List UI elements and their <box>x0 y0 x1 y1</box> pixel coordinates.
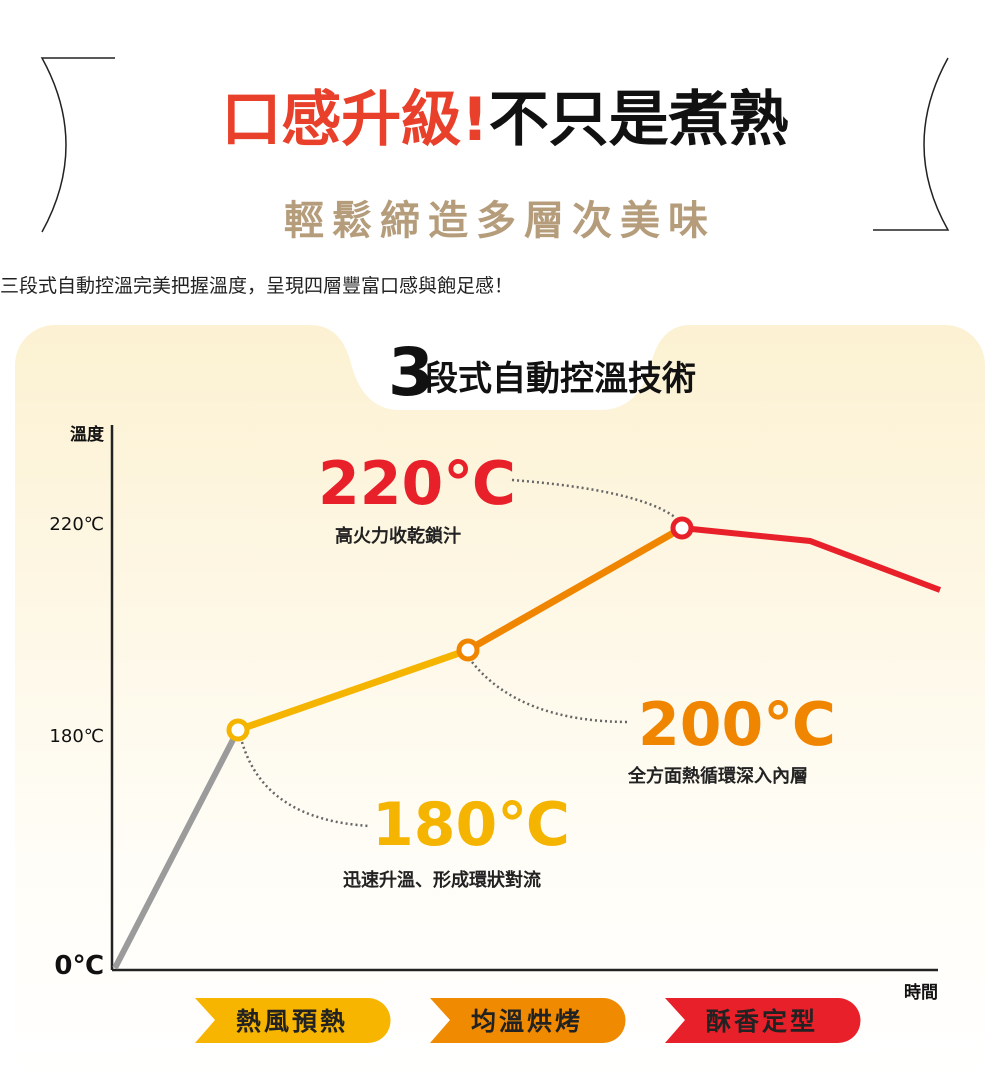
curve-segment <box>466 524 684 654</box>
title-red: 口感升級! <box>221 85 488 155</box>
point <box>456 638 480 662</box>
callout-temp: 200℃ <box>638 690 836 760</box>
stage-label: 熱風預熱 <box>236 1007 348 1036</box>
leader <box>240 741 371 828</box>
curve-segment <box>236 646 470 734</box>
stage-badge <box>195 998 391 1043</box>
panel-title: 段式自動控溫技術 <box>424 359 696 399</box>
leader <box>511 478 677 519</box>
stage-label: 酥香定型 <box>706 1007 818 1036</box>
stage-label: 均溫烘烤 <box>471 1007 583 1036</box>
subtitle: 輕鬆締造多層次美味 <box>284 198 716 244</box>
main-title: 口感升級!不只是煮熟 <box>221 85 788 155</box>
panel <box>15 325 985 1077</box>
stage-badge <box>665 998 861 1043</box>
x-axis-label: 時間 <box>904 982 938 1003</box>
callout-desc: 全方面熱循環深入內層 <box>627 765 808 787</box>
callout-temp: 180℃ <box>372 790 570 860</box>
curve-segment <box>112 728 241 970</box>
bracket-right <box>873 57 950 231</box>
y-tick-label: 180℃ <box>49 726 104 747</box>
bracket-left <box>40 57 115 233</box>
stage-badge <box>430 998 626 1043</box>
y-axis-label: 溫度 <box>70 424 105 445</box>
intro-text: 三段式自動控溫完美把握溫度，呈現四層豐富口感與飽足感！ <box>0 275 513 297</box>
y-tick-label: 0℃ <box>54 951 104 981</box>
callout-desc: 高火力收乾鎖汁 <box>335 525 461 547</box>
curve-segment <box>681 525 942 593</box>
callout-temp: 220℃ <box>318 449 516 519</box>
callout-desc: 迅速升溫、形成環狀對流 <box>343 869 541 891</box>
point <box>226 718 250 742</box>
panel-tab <box>310 325 690 410</box>
title-black: 不只是煮熟 <box>489 85 789 155</box>
panel-title-number: 3 <box>388 334 434 411</box>
y-tick-label: 220℃ <box>49 514 104 535</box>
point <box>670 516 694 540</box>
